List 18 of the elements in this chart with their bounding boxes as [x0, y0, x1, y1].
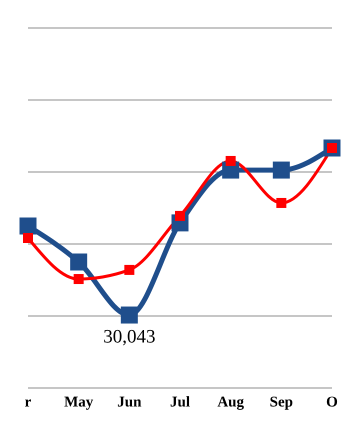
x-tick-label: Sep [270, 394, 294, 411]
x-tick-label: May [64, 394, 94, 411]
x-tick-label: Jul [170, 394, 190, 411]
annotation: 30,043 [103, 326, 156, 348]
point [70, 254, 88, 270]
x-tick-label: r [24, 394, 32, 411]
point [74, 274, 84, 284]
point [276, 198, 286, 208]
x-tick-label: Aug [217, 394, 244, 411]
point [226, 156, 236, 166]
point [124, 264, 134, 275]
point [23, 233, 33, 243]
x-tick-label: Jun [117, 394, 142, 411]
point [20, 218, 36, 234]
x-tick-label: O [326, 394, 338, 411]
point [120, 306, 138, 324]
point [272, 162, 290, 179]
point [175, 210, 185, 221]
